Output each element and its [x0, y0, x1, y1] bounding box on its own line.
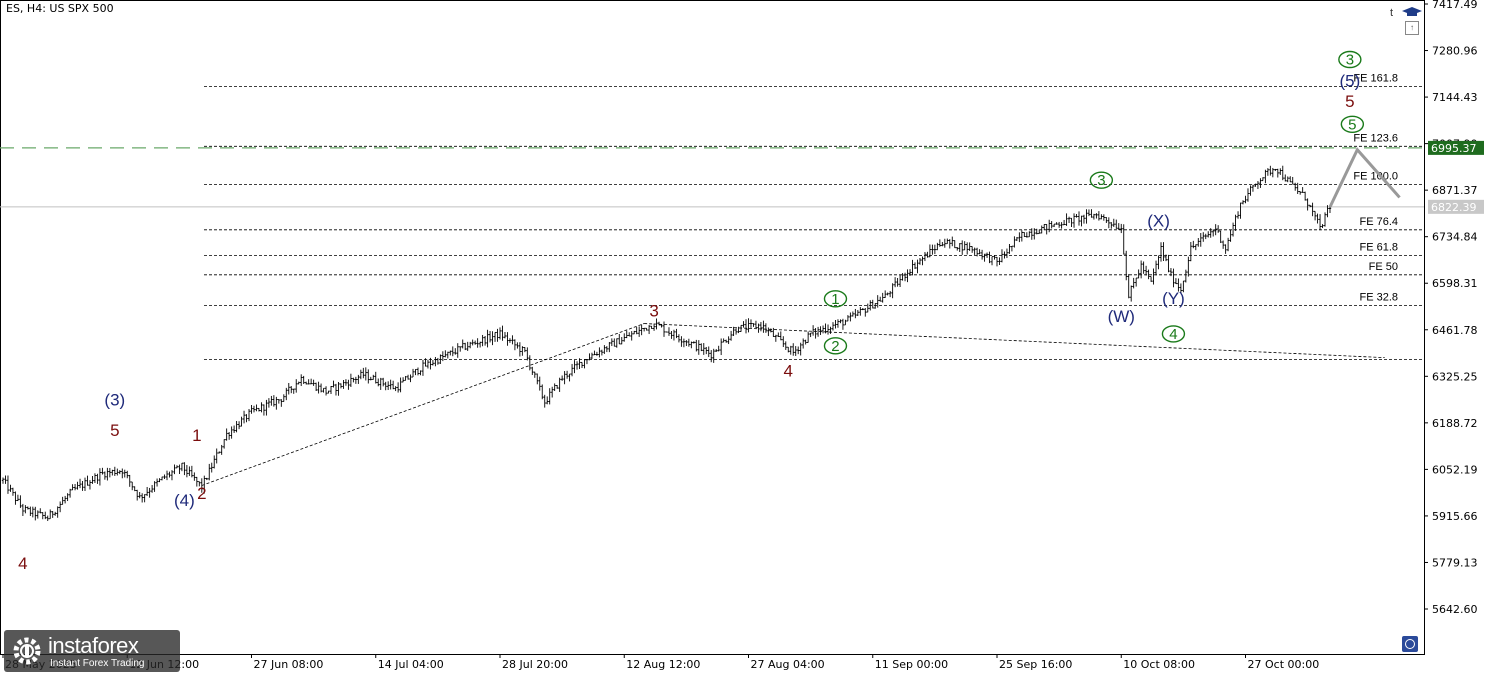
price-axis: 7417.497280.967144.437007.906871.376734.…	[1424, 0, 1484, 616]
projection-path	[1328, 147, 1401, 208]
wave-label: 5	[1345, 92, 1354, 111]
fib-level-label: FE 76.4	[1359, 216, 1398, 228]
trendlines	[201, 323, 1385, 486]
price-tick-label: 6871.37	[1432, 184, 1478, 197]
time-tick-label: 27 Oct 00:00	[1248, 658, 1320, 671]
wave-label: 3	[649, 302, 658, 321]
time-tick-label: 28 Jul 20:00	[502, 658, 568, 671]
wave-label: 4	[18, 554, 27, 573]
price-tick-label: 5642.60	[1432, 603, 1478, 616]
time-tick-label: 27 Jun 08:00	[254, 658, 324, 671]
wave-label: 5	[1348, 116, 1356, 133]
wave-label: 5	[110, 421, 119, 440]
fibonacci-levels: FE 161.8 FE 123.6 FE 100.0 FE 76.4 FE 61.8 FE…	[0, 73, 1424, 360]
fib-level-label: FE 123.6	[1353, 132, 1398, 144]
time-tick-label: 12 Aug 12:00	[626, 658, 700, 671]
wave-label: (3)	[104, 390, 125, 409]
graduation-cap-icon[interactable]	[1402, 7, 1422, 17]
price-tick-label: 7144.43	[1432, 91, 1478, 104]
wave-label-circle	[1089, 171, 1114, 189]
price-tick-label: 7417.49	[1432, 0, 1478, 11]
price-tick-label: 5915.66	[1432, 510, 1478, 523]
wave-label: 3	[1346, 52, 1354, 69]
wave-label-circle	[823, 290, 848, 308]
wave-label: (X)	[1147, 211, 1170, 230]
fib-level-label: FE 50	[1369, 261, 1398, 273]
gear-icon	[13, 637, 41, 665]
fib-level-label: FE 32.8	[1359, 291, 1398, 303]
wave-label: (W)	[1108, 307, 1135, 326]
expand-icon[interactable]: ↑	[1405, 21, 1419, 35]
trendline	[644, 323, 1385, 359]
fib-level-label: FE 100.0	[1353, 170, 1398, 182]
projection-line	[1328, 147, 1401, 208]
chart-settings-button[interactable]	[1402, 636, 1418, 652]
logo-tagline: Instant Forex Trading	[50, 658, 145, 669]
wave-label: 1	[192, 426, 201, 445]
price-tick-label: 6052.19	[1432, 463, 1478, 476]
target-price-value: 6995.37	[1431, 142, 1477, 155]
wave-label-circle	[823, 337, 848, 355]
wave-label: (5)	[1339, 72, 1360, 91]
price-tick-label: 5779.13	[1432, 556, 1478, 569]
chart-title: ES, H4: US SPX 500	[6, 2, 114, 15]
price-tick-label: 6188.72	[1432, 417, 1478, 430]
last-price-value: 6822.39	[1431, 201, 1477, 214]
wave-label-circle	[1161, 325, 1186, 343]
wave-label-circle	[1340, 115, 1365, 133]
wave-label: (4)	[174, 491, 195, 510]
last-price-tag	[1428, 199, 1484, 214]
time-tick-label: 14 Jul 04:00	[378, 658, 444, 671]
logo-wordmark: instaforex	[48, 633, 139, 658]
wave-label: 4	[1169, 326, 1177, 343]
price-tick-label: 6325.25	[1432, 370, 1478, 383]
time-tick-label: 27 Aug 04:00	[751, 658, 825, 671]
wave-label-circle	[1338, 50, 1362, 69]
time-tick-label: 11 Sep 00:00	[875, 658, 948, 671]
fib-level-label: FE 61.8	[1359, 241, 1398, 253]
time-tick-label: 10 Oct 08:00	[1123, 658, 1195, 671]
wave-label: 2	[197, 484, 206, 503]
trendline	[201, 323, 645, 486]
trade-icon[interactable]: t	[1390, 7, 1394, 19]
time-tick-label: 25 Sep 16:00	[999, 658, 1072, 671]
price-tick-label: 6598.31	[1432, 277, 1478, 290]
wave-label: 4	[784, 361, 793, 380]
instaforex-logo: instaforex Instant Forex Trading	[4, 630, 180, 672]
price-tick-label: 7280.96	[1432, 45, 1478, 58]
target-price-tag	[1428, 140, 1484, 155]
fib-level-label: FE 161.8	[1353, 73, 1398, 85]
price-tick-label: 6734.84	[1432, 231, 1478, 244]
wave-label: (Y)	[1162, 289, 1185, 308]
circle-icon	[1405, 639, 1415, 649]
plot-border	[0, 0, 1425, 655]
wave-label: 1	[831, 291, 839, 308]
wave-label: 3	[1097, 172, 1105, 189]
chart-frame	[0, 0, 1425, 655]
wave-label: 2	[831, 338, 839, 355]
price-tick-label: 6461.78	[1432, 324, 1478, 337]
chart-toolbar-icons[interactable]: t ↑	[1386, 5, 1426, 35]
price-bars	[1, 165, 1332, 522]
